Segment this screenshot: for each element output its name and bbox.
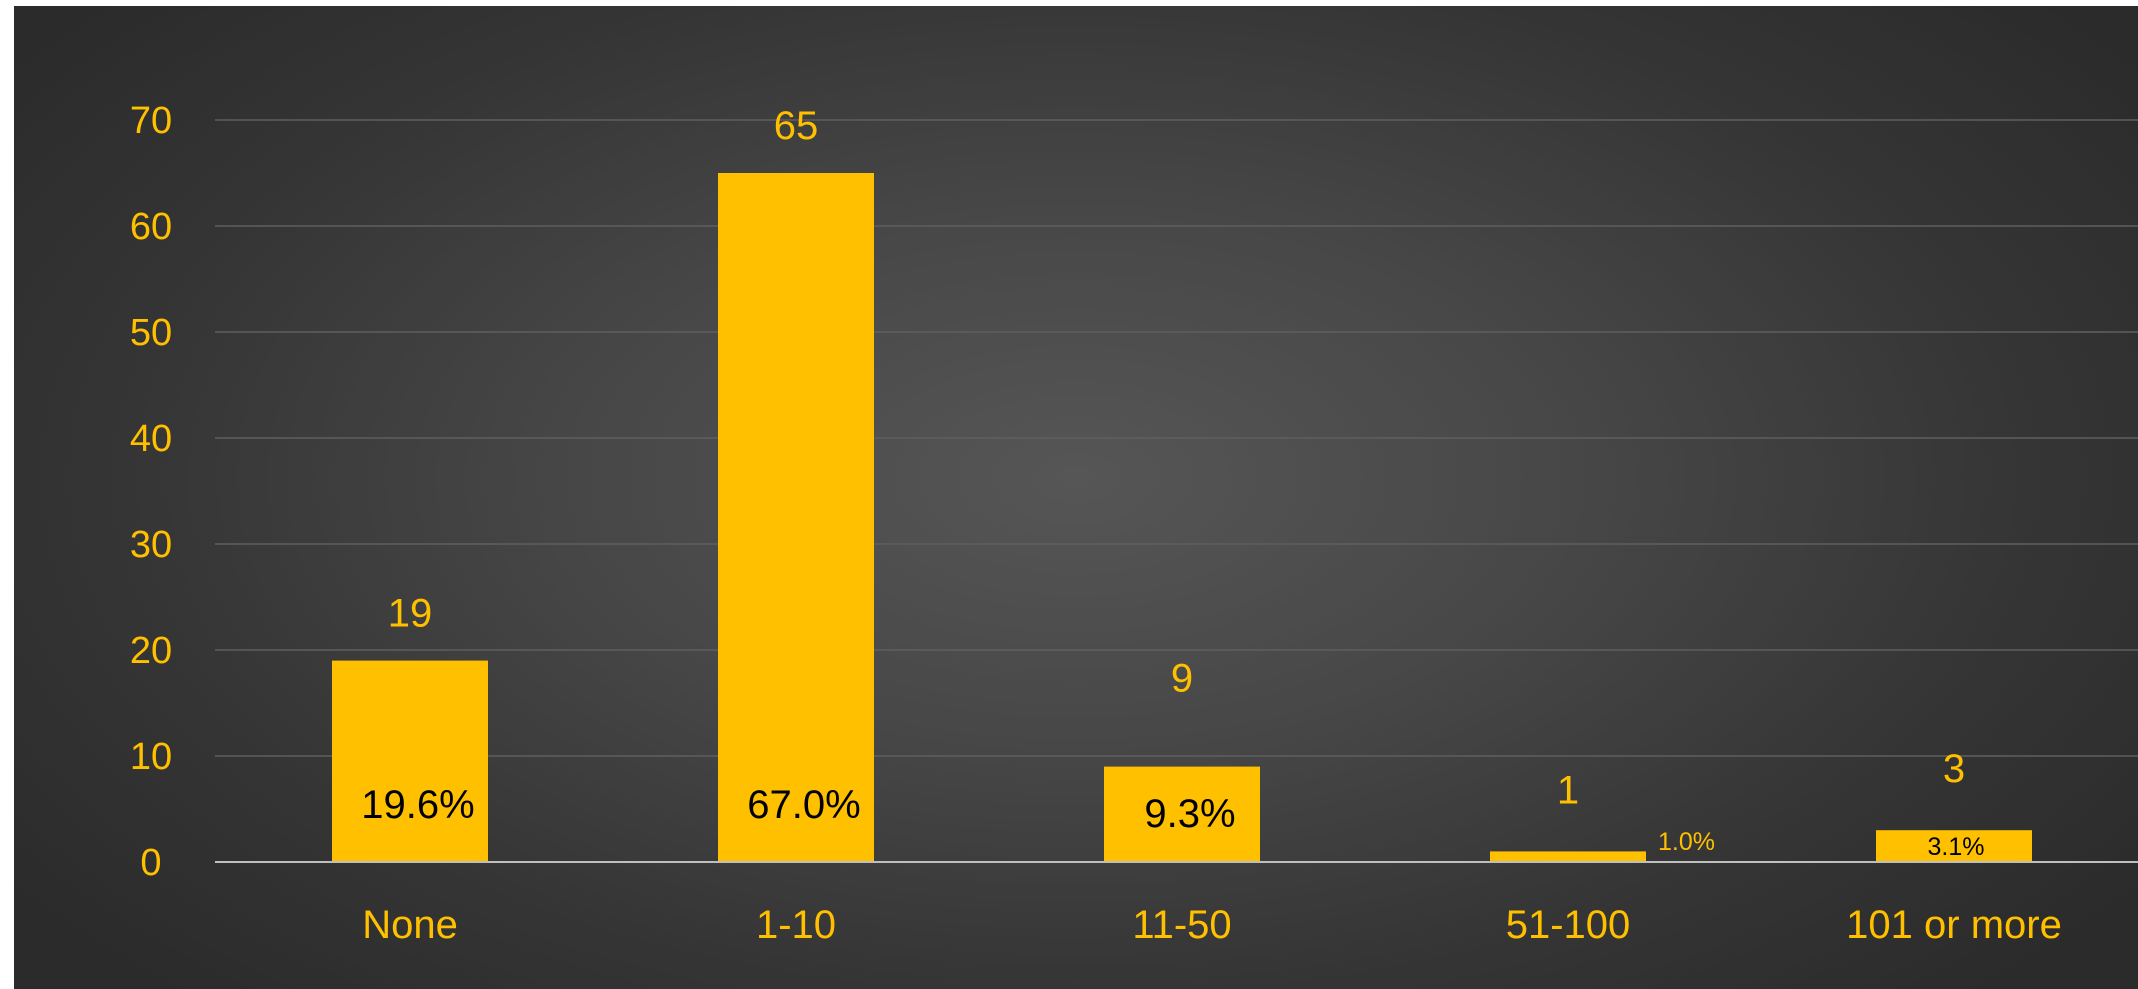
value-label: 19: [388, 592, 433, 636]
y-tick-label: 20: [130, 630, 172, 672]
y-axis-ticks: 0 10 20 30 40 50 60 70: [130, 100, 172, 884]
x-category-label: None: [362, 903, 458, 947]
percent-label: 9.3%: [1144, 792, 1235, 836]
x-category-label: 1-10: [756, 903, 836, 947]
y-tick-label: 40: [130, 418, 172, 460]
x-category-label: 51-100: [1506, 903, 1631, 947]
y-tick-label: 10: [130, 736, 172, 778]
percent-label: 1.0%: [1658, 828, 1715, 856]
x-category-label: 101 or more: [1846, 903, 2062, 947]
gridlines: [215, 119, 2138, 757]
bar: [1490, 851, 1646, 862]
bar: [332, 660, 488, 862]
x-axis-categories: None 1-10 11-50 51-100 101 or more: [362, 903, 2062, 947]
value-label: 1: [1557, 768, 1579, 812]
bar: [1104, 766, 1260, 862]
bars: [332, 173, 2032, 862]
y-tick-label: 70: [130, 100, 172, 142]
y-tick-label: 50: [130, 312, 172, 354]
percent-label: 67.0%: [747, 783, 860, 827]
bar: [1876, 830, 2032, 862]
x-category-label: 11-50: [1132, 903, 1231, 947]
value-labels: 19 19.6% 65 67.0% 9 9.3% 1 1.0% 3 3.1%: [361, 104, 1984, 861]
percent-label: 3.1%: [1928, 833, 1985, 861]
y-tick-label: 60: [130, 206, 172, 248]
percent-label: 19.6%: [361, 783, 474, 827]
value-label: 9: [1171, 657, 1193, 701]
bar: [718, 173, 874, 862]
value-label: 65: [774, 104, 819, 148]
value-label: 3: [1943, 747, 1965, 791]
y-tick-label: 0: [140, 842, 161, 884]
y-tick-label: 30: [130, 524, 172, 566]
